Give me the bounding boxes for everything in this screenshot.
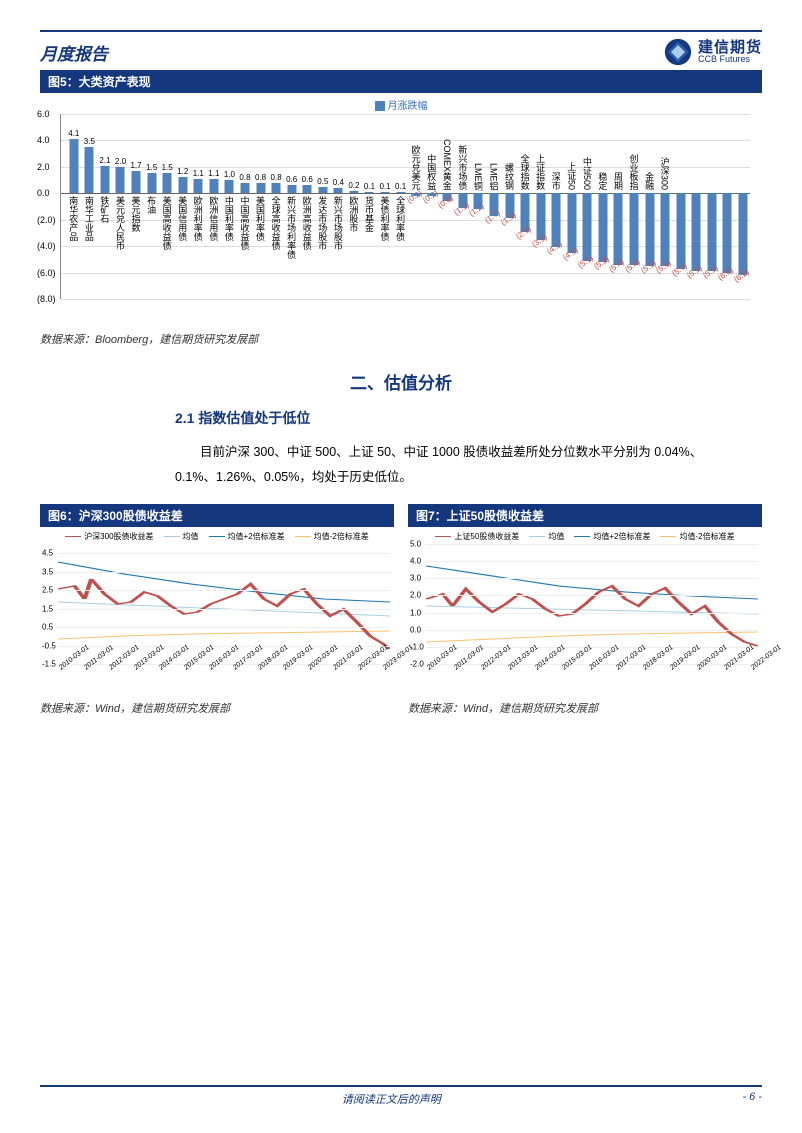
section-2-heading: 二、估值分析 <box>40 369 762 394</box>
fig5-plot: (8.0)(6.0)(4.0)(2.0)0.02.04.06.04.1南华农产品… <box>60 114 750 299</box>
header-rule <box>40 30 762 32</box>
fig7-title: 图7：上证50股债收益差 <box>416 509 544 523</box>
logo-icon <box>664 38 692 66</box>
fig6-title: 图6：沪深300股债收益差 <box>48 509 183 523</box>
fig5-source: 数据来源：Bloomberg，建信期货研究发展部 <box>40 331 762 347</box>
fig5-title-bar: 图5：大类资产表现 <box>40 70 762 93</box>
fig6-xlabels: 2010-03-012011-03-012012-03-012013-03-01… <box>58 666 390 673</box>
logo: 建信期货 CCB Futures <box>664 38 762 66</box>
fig6-source: 数据来源：Wind，建信期货研究发展部 <box>40 700 394 716</box>
fig7-plot: 5.04.03.02.01.00.0-1.0-2.0 <box>426 544 758 664</box>
footer: 请阅读正文后的声明 - 6 - <box>40 1085 762 1107</box>
footer-rule <box>40 1085 762 1087</box>
report-type: 月度报告 <box>40 40 108 65</box>
fig7-legend: 上证50股债收益差均值均值+2倍标准差均值-2倍标准差 <box>408 531 762 542</box>
logo-text-cn: 建信期货 <box>698 40 762 55</box>
fig7-title-bar: 图7：上证50股债收益差 <box>408 504 762 527</box>
fig7-source: 数据来源：Wind，建信期货研究发展部 <box>408 700 762 716</box>
fig6-chart: 沪深300股债收益差均值均值+2倍标准差均值-2倍标准差 4.53.52.51.… <box>40 531 394 696</box>
fig7-xlabels: 2010-03-012011-03-012012-03-012013-03-01… <box>426 666 758 673</box>
section-2-1-heading: 2.1 指数估值处于低位 <box>175 408 762 428</box>
legend-swatch <box>375 101 385 111</box>
page-number: - 6 - <box>742 1091 762 1107</box>
footer-note: 请阅读正文后的声明 <box>342 1091 441 1107</box>
fig5-legend-label: 月涨跌幅 <box>388 101 428 112</box>
page-header: 月度报告 建信期货 CCB Futures <box>40 38 762 66</box>
fig5-legend: 月涨跌幅 <box>40 97 762 112</box>
fig6-title-bar: 图6：沪深300股债收益差 <box>40 504 394 527</box>
logo-text-en: CCB Futures <box>698 55 750 64</box>
fig7-col: 图7：上证50股债收益差 上证50股债收益差均值均值+2倍标准差均值-2倍标准差… <box>408 504 762 716</box>
fig6-legend: 沪深300股债收益差均值均值+2倍标准差均值-2倍标准差 <box>40 531 394 542</box>
fig5-chart: 月涨跌幅 (8.0)(6.0)(4.0)(2.0)0.02.04.06.04.1… <box>40 97 762 327</box>
fig6-col: 图6：沪深300股债收益差 沪深300股债收益差均值均值+2倍标准差均值-2倍标… <box>40 504 394 716</box>
fig7-chart: 上证50股债收益差均值均值+2倍标准差均值-2倍标准差 5.04.03.02.0… <box>408 531 762 696</box>
section-2-1-body: 目前沪深 300、中证 500、上证 50、中证 1000 股债收益差所处分位数… <box>175 440 732 490</box>
fig5-title: 图5：大类资产表现 <box>48 75 151 89</box>
fig-row: 图6：沪深300股债收益差 沪深300股债收益差均值均值+2倍标准差均值-2倍标… <box>40 504 762 716</box>
